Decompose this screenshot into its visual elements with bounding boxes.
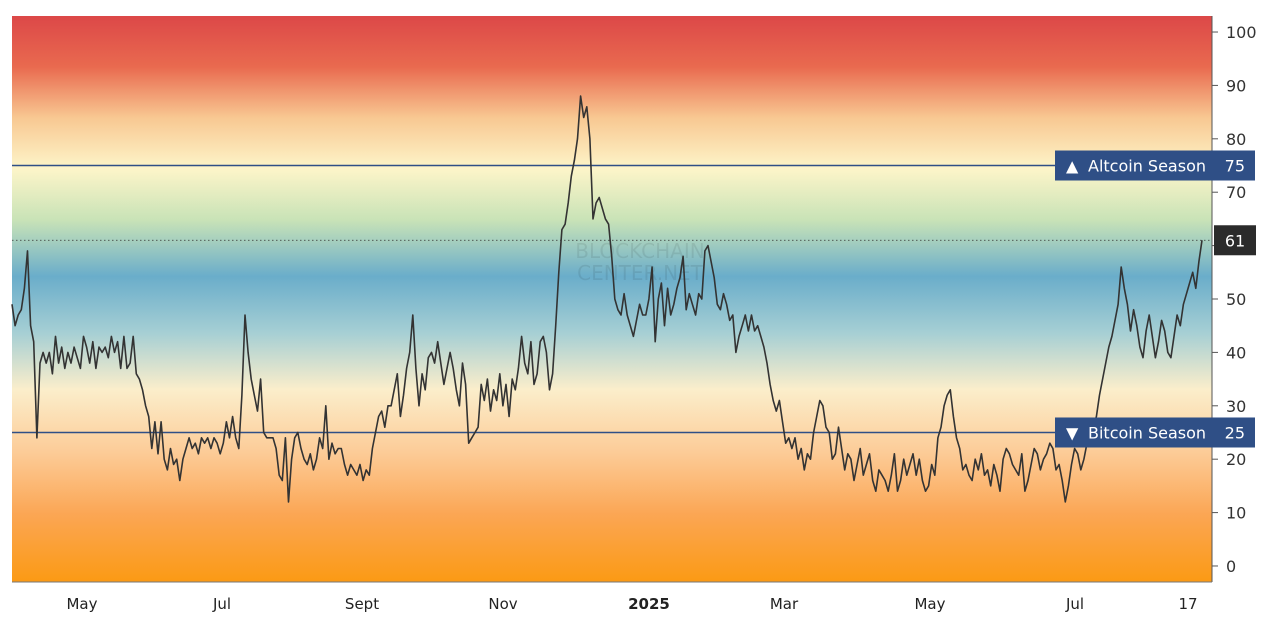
y-tick-label: 30 bbox=[1226, 397, 1246, 416]
level-badge-label: Altcoin Season bbox=[1088, 157, 1206, 176]
level-badge-arrow: ▼ bbox=[1066, 423, 1079, 442]
level-badge-value: 75 bbox=[1225, 157, 1245, 176]
level-badge-label: Bitcoin Season bbox=[1088, 423, 1206, 442]
x-tick-label: Sept bbox=[345, 595, 379, 613]
level-badge-box bbox=[1055, 417, 1255, 448]
x-tick-label: Jul bbox=[212, 595, 231, 613]
y-tick-label: 90 bbox=[1226, 76, 1246, 95]
y-tick-label: 20 bbox=[1226, 450, 1246, 469]
y-axis: 0102030405060708090100 bbox=[1211, 16, 1257, 582]
level-badge-arrow: ▲ bbox=[1066, 157, 1079, 176]
x-tick-label: 2025 bbox=[628, 595, 670, 613]
level-badge: ▲ Altcoin Season 75 bbox=[1055, 150, 1255, 181]
current-value-badge: 61 bbox=[1214, 225, 1256, 256]
y-tick-label: 40 bbox=[1226, 343, 1246, 362]
x-tick-label: Mar bbox=[770, 595, 799, 613]
series-group bbox=[11, 95, 1203, 503]
plot-background bbox=[12, 16, 1212, 582]
level-badges: ▲ Altcoin Season 75 ▼ Bitcoin Season 25 61 bbox=[1055, 150, 1256, 448]
y-tick-label: 100 bbox=[1226, 23, 1257, 42]
level-lines bbox=[12, 164, 1212, 434]
x-tick-label: Nov bbox=[488, 595, 517, 613]
level-badge-value: 25 bbox=[1225, 423, 1245, 442]
x-tick-label: 17 bbox=[1178, 595, 1197, 613]
y-tick-label: 70 bbox=[1226, 183, 1246, 202]
x-tick-label: May bbox=[914, 595, 945, 613]
x-tick-label: Jul bbox=[1065, 595, 1084, 613]
watermark-line-1: BLOCKCHAIN bbox=[575, 239, 704, 263]
y-tick-label: 50 bbox=[1226, 290, 1246, 309]
series-line bbox=[11, 95, 1203, 503]
y-tick-label: 0 bbox=[1226, 557, 1236, 576]
y-tick-label: 80 bbox=[1226, 130, 1246, 149]
current-value-label: 61 bbox=[1225, 231, 1245, 250]
x-axis: May Jul Sept Nov 2025 Mar May Jul 17 bbox=[12, 581, 1212, 613]
level-badge: ▼ Bitcoin Season 25 bbox=[1055, 417, 1255, 448]
y-tick-label: 10 bbox=[1226, 504, 1246, 523]
watermark: BLOCKCHAIN CENTER.NET bbox=[575, 239, 704, 285]
level-badge-box bbox=[1055, 150, 1255, 181]
x-tick-label: May bbox=[66, 595, 97, 613]
current-value-badge-box bbox=[1214, 225, 1256, 256]
